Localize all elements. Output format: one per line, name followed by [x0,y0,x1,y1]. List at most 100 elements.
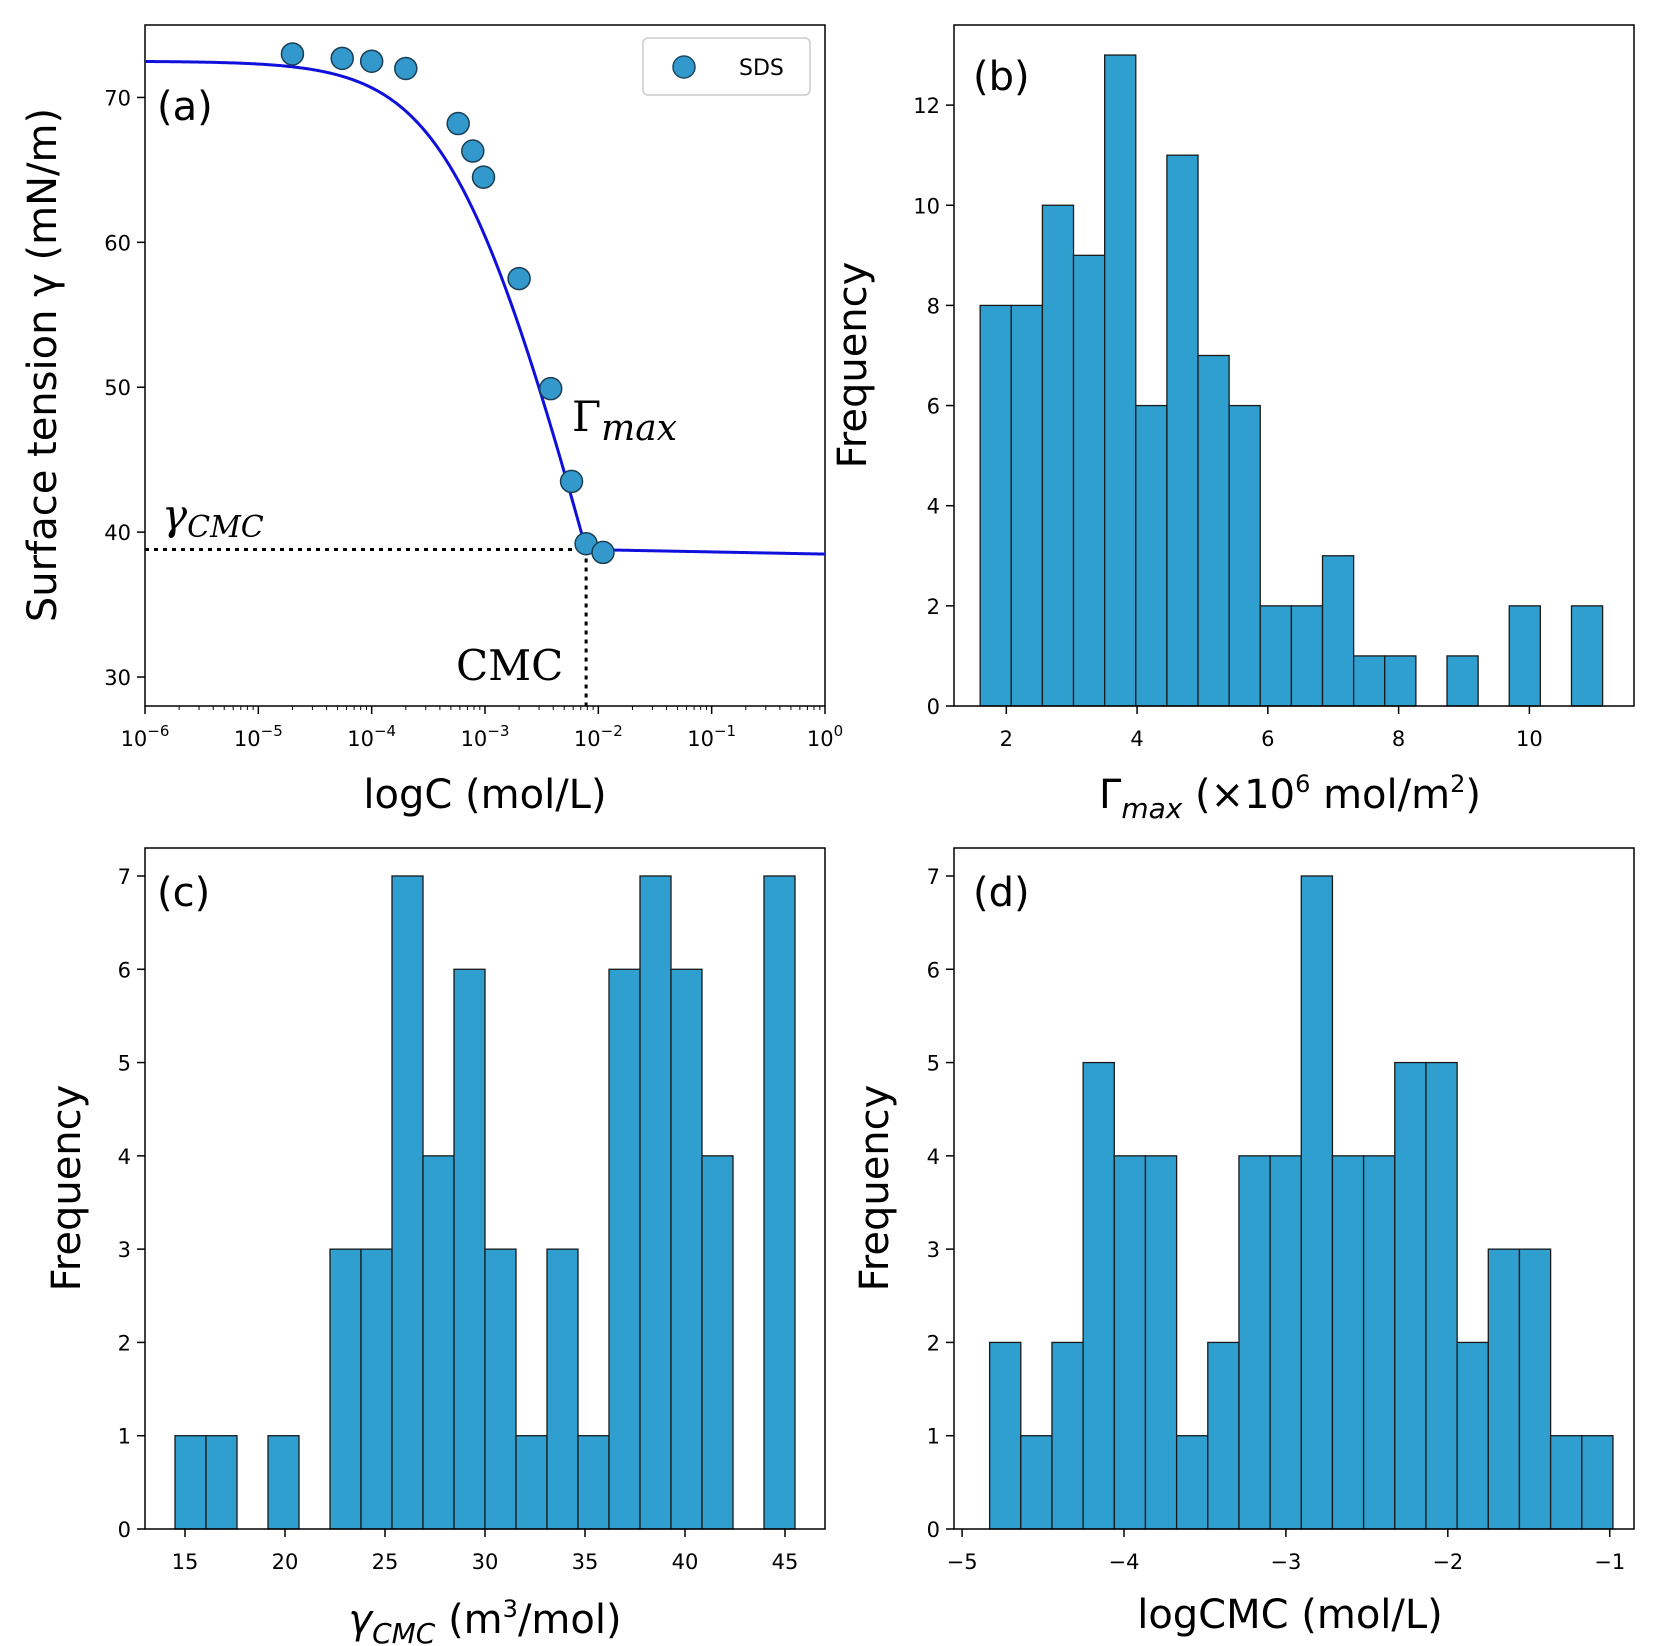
axes-frame-c [144,847,826,1530]
histogram-bar [639,875,672,1530]
y-tick-label-b: 6 [927,395,940,419]
x-tick-exp-a: −1 [714,722,736,740]
y-tick-label-b: 10 [913,194,940,218]
data-point [280,42,305,66]
x-label-b-base: Γ [1099,772,1122,818]
axes-frame-b [953,24,1635,707]
x-tick-exp-a: −4 [374,722,396,740]
x-tick-label-b: 2 [1000,727,1013,751]
histogram-bar [1144,1155,1178,1530]
x-tick-label-a: 10−3 [461,722,510,751]
histogram-bar [453,968,486,1530]
axes-frame-d [953,847,1635,1530]
legend-label: SDS [739,56,784,81]
x-tick-label-a: 10−1 [687,722,736,751]
histogram-bar [1425,1061,1458,1530]
histogram-bar [1010,304,1044,707]
y-tick-label-d: 1 [927,1425,940,1449]
x-label-c-sub: CMC [372,1617,436,1646]
histogram-bar [1290,605,1324,707]
y-axis-label-a: Surface tension γ (mN/m) [20,108,66,622]
histogram-bar [1228,404,1261,707]
x-tick-exp-a: −5 [261,722,283,740]
y-tick-label-c: 7 [118,865,131,889]
y-tick-label-b: 4 [927,495,940,519]
histogram-bar [701,1155,734,1530]
x-tick-exp-a: −6 [147,722,169,740]
histogram-bar [1384,655,1417,707]
x-tick-label-b: 6 [1261,727,1274,751]
data-point [591,540,615,565]
y-axis-label-b: Frequency [830,262,876,469]
y-tick-label-c: 3 [118,1238,131,1262]
x-tick-exp-a: −2 [601,722,623,740]
histogram-bar [1549,1435,1583,1530]
fit-curve [144,60,826,556]
x-label-b-rest: (×10 [1182,772,1295,818]
histogram-bar [1446,655,1479,707]
histogram-bar [1207,1341,1240,1530]
histogram-bar [1487,1248,1521,1530]
y-tick-label-c: 0 [118,1518,131,1542]
y-tick-label-d: 3 [927,1238,940,1262]
y-tick-label-d: 6 [927,958,940,982]
axes-frame-a [144,24,826,707]
y-tick-label-c: 6 [118,958,131,982]
gamma-max-annotation: Γmax [572,392,677,449]
plot-area-b: 0 2 4 6 8 10 12 2 4 6 8 10 [913,54,1604,751]
histogram-bar [1300,875,1334,1530]
x-label-b-sub: max [1121,792,1182,825]
y-tick-label-b: 8 [927,294,940,318]
histogram-bar [1362,1155,1396,1530]
y-tick-label-c: 4 [118,1145,131,1169]
y-tick-label-b: 2 [927,595,940,619]
histogram-bar [1166,154,1199,707]
x-axis-label-c: γCMC (m3/mol) [348,1595,621,1646]
histogram-bar [329,1248,362,1530]
panel-d: 0 1 2 3 4 5 6 7 −5 −4 −3 −2 −1 (d) logCMC (mol/L) Fr… [852,847,1635,1638]
histogram-bar [1331,1155,1365,1530]
x-tick-label-a: 10−5 [234,722,283,751]
histogram-bar [205,1435,238,1530]
data-point [446,111,470,136]
histogram-bar [1197,354,1230,707]
histogram-bar [1581,1435,1614,1530]
y-tick-label-d: 2 [927,1331,940,1355]
y-tick-label-a: 50 [104,376,131,400]
x-label-b-sup2: 2 [1450,770,1465,798]
gamma-max-base: Γ [572,392,601,441]
gamma-max-sub: max [601,408,677,449]
histogram-bar [515,1435,548,1530]
x-label-b-sup1: 6 [1295,770,1310,798]
x-tick-label-a: 100 [807,722,843,751]
x-label-b-end: ) [1465,772,1481,818]
histogram-bar [1041,204,1075,707]
x-tick-label-a: 10−6 [121,722,170,751]
x-tick-label-c: 45 [772,1550,799,1574]
x-tick-label-c: 40 [672,1550,699,1574]
histogram-bar [988,1341,1022,1530]
histogram-bar [1570,605,1604,707]
x-label-c-rest: (m [435,1597,502,1643]
data-point [359,49,384,73]
x-axis-label-b: Γmax (×106 mol/m2) [1099,770,1481,825]
x-tick-label-b: 8 [1392,727,1405,751]
x-axis-label-a: logC (mol/L) [363,772,606,818]
x-tick-base-a: 10 [807,727,834,751]
data-point [507,266,531,291]
x-tick-base-a: 10 [121,727,148,751]
histogram-bar [267,1435,300,1530]
x-tick-label-b: 10 [1516,727,1543,751]
histogram-bar [1508,605,1542,707]
panel-label-a: (a) [157,84,213,130]
data-point [471,165,496,189]
panel-label-d: (d) [973,870,1030,916]
y-tick-label-a: 30 [104,666,131,690]
histogram-bar [1352,655,1386,707]
histogram-bar [1238,1155,1271,1530]
